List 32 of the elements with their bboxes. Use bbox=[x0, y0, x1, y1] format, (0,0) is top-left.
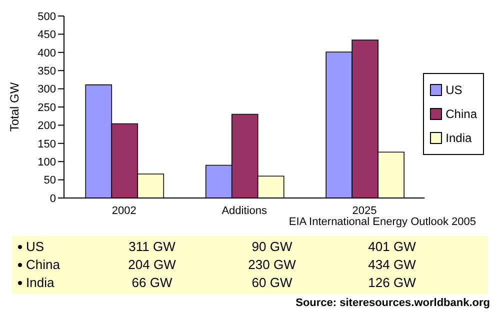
x-tick-label: Additions bbox=[222, 204, 268, 217]
y-axis-title: Total GW bbox=[7, 82, 22, 132]
y-tick-label: 400 bbox=[38, 47, 56, 60]
data-label: 126 GW bbox=[367, 274, 417, 292]
data-label: 230 GW bbox=[247, 256, 297, 274]
data-label: 60 GW bbox=[250, 274, 294, 292]
y-tick-label: 0 bbox=[50, 192, 56, 205]
x-tick-label: 2025 bbox=[352, 204, 377, 217]
y-tick-label: 150 bbox=[38, 138, 56, 150]
text: India bbox=[26, 275, 54, 290]
y-tick-label: 250 bbox=[38, 102, 56, 114]
y-tick-label: 100 bbox=[38, 156, 56, 169]
source-note: Source: siteresources.worldbank.org bbox=[294, 297, 490, 309]
x-tick-label: 2002 bbox=[112, 204, 136, 217]
text: EIA International Energy Outlook 2005 bbox=[288, 216, 476, 228]
y-tick-label: 50 bbox=[44, 174, 56, 187]
data-label: 434 GW bbox=[367, 256, 417, 274]
legend-label: India bbox=[446, 130, 472, 147]
y-tick-label: 450 bbox=[38, 29, 56, 42]
text: US bbox=[26, 239, 44, 254]
data-label: 66 GW bbox=[130, 274, 174, 292]
legend-label: US bbox=[446, 82, 462, 99]
legend-label: China bbox=[446, 106, 477, 123]
y-tick-label: 300 bbox=[38, 84, 56, 96]
y-tick-label: 500 bbox=[38, 10, 56, 23]
y-tick-label: 200 bbox=[38, 120, 56, 132]
data-label: 401 GW bbox=[367, 238, 417, 256]
data-label: 311 GW bbox=[128, 238, 176, 256]
y-tick-label: 350 bbox=[38, 66, 56, 78]
data-label: 90 GW bbox=[250, 238, 294, 256]
text: China bbox=[26, 257, 60, 272]
data-label: 204 GW bbox=[127, 256, 177, 274]
